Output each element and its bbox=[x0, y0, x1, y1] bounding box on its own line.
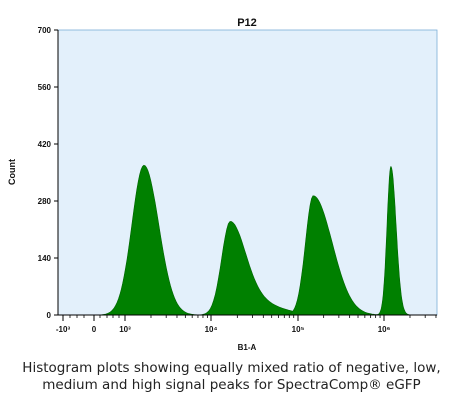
chart-title: P12 bbox=[237, 17, 257, 29]
y-tick-label: 280 bbox=[38, 197, 52, 206]
figure-caption: Histogram plots showing equally mixed ra… bbox=[0, 360, 463, 394]
x-axis-label: B1-A bbox=[238, 343, 257, 352]
x-tick-label: 10⁴ bbox=[205, 325, 218, 334]
histogram-peak bbox=[280, 195, 393, 316]
y-tick-label: 560 bbox=[38, 83, 52, 92]
y-tick-label: 0 bbox=[47, 311, 52, 320]
x-tick-label: 10⁵ bbox=[292, 325, 305, 334]
y-tick-label: 420 bbox=[38, 140, 52, 149]
y-axis-ticks: 0 140 280 420 560 700 bbox=[38, 26, 58, 320]
histogram-chart: P12 0 140 280 420 560 700 -10³ 0 10³ 10⁴ 10⁵ 10⁶ C… bbox=[7, 17, 438, 352]
x-tick-label: 0 bbox=[92, 325, 97, 334]
y-tick-label: 700 bbox=[38, 26, 52, 35]
caption-line-1: Histogram plots showing equally mixed ra… bbox=[22, 360, 441, 376]
x-tick-label: 10⁶ bbox=[378, 325, 391, 334]
x-axis-ticks: -10³ 0 10³ 10⁴ 10⁵ 10⁶ bbox=[56, 315, 437, 334]
histogram-peaks bbox=[93, 164, 413, 316]
caption-line-2: medium and high signal peaks for Spectra… bbox=[42, 377, 421, 393]
histogram-peak bbox=[374, 166, 413, 316]
x-tick-label: -10³ bbox=[56, 325, 71, 334]
y-tick-label: 140 bbox=[38, 254, 52, 263]
y-axis-label: Count bbox=[7, 159, 17, 185]
x-tick-label: 10³ bbox=[119, 325, 131, 334]
histogram-peak bbox=[93, 164, 206, 316]
